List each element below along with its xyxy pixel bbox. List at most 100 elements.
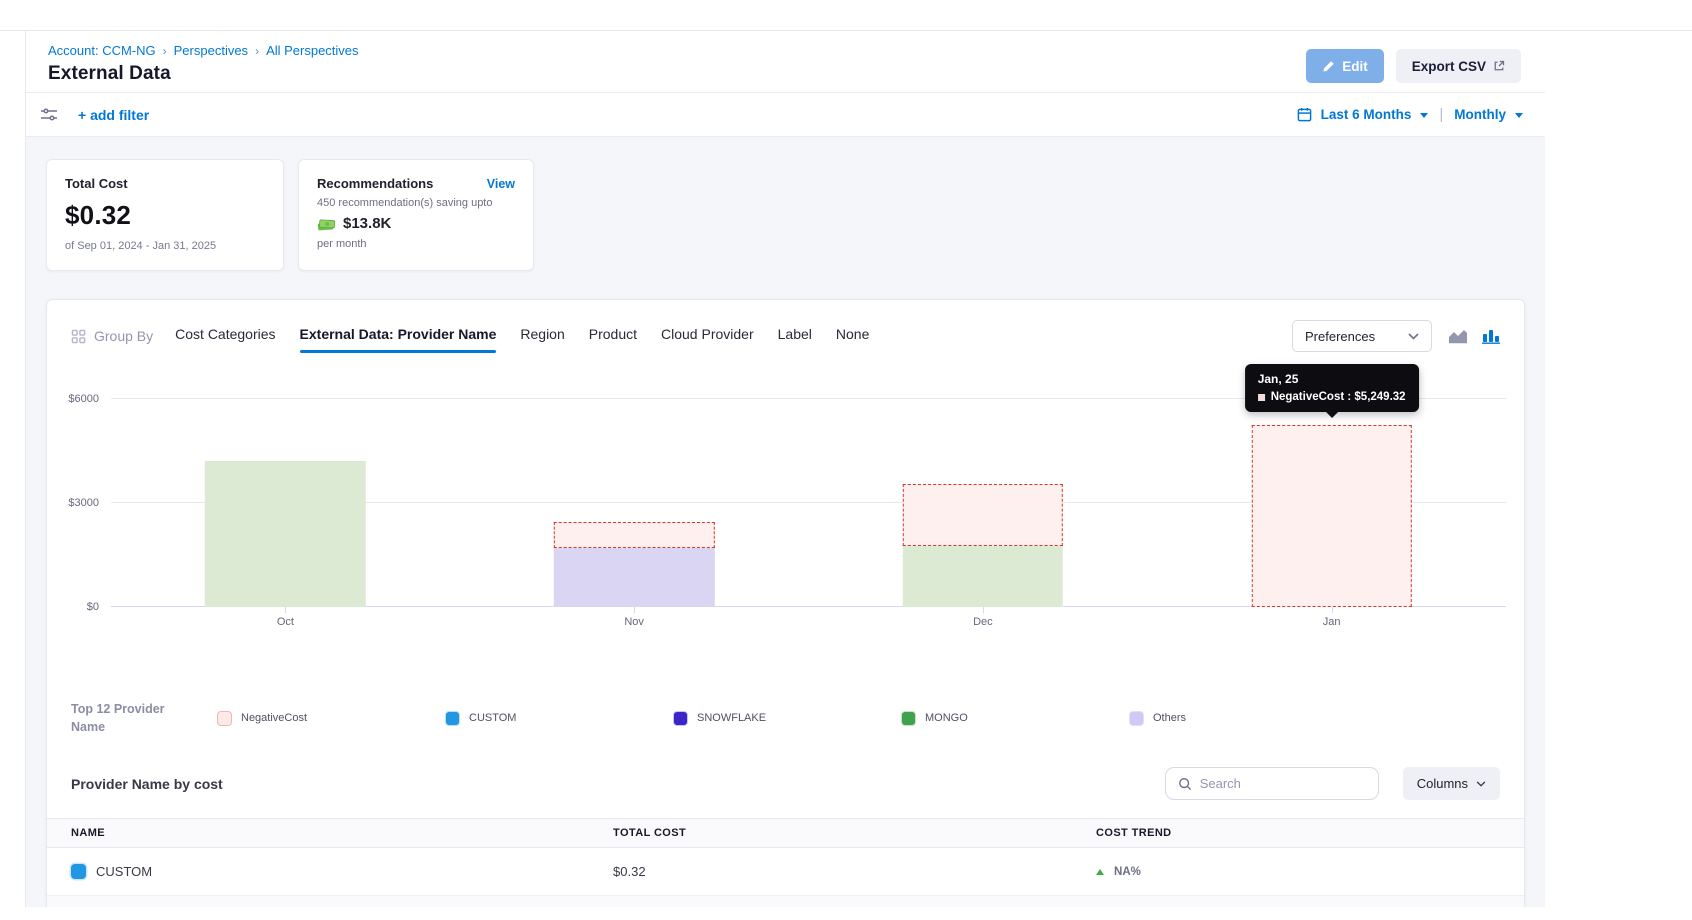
area-chart-icon[interactable] bbox=[1448, 328, 1468, 344]
legend-swatch-icon bbox=[673, 710, 688, 726]
legend-item-label: NegativeCost bbox=[241, 712, 308, 724]
edit-button[interactable]: Edit bbox=[1306, 49, 1384, 83]
calendar-icon bbox=[1297, 107, 1312, 122]
legend-swatch-icon bbox=[445, 710, 460, 726]
header-left: Account: CCM-NG › Perspectives › All Perspec… bbox=[48, 43, 359, 85]
tab-label[interactable]: Label bbox=[777, 326, 812, 342]
legend-item-label: Others bbox=[1153, 712, 1187, 724]
bar-chart-icon[interactable] bbox=[1482, 328, 1500, 344]
cell-cost-trend: NA% bbox=[1072, 866, 1524, 878]
perspective-page: Account: CCM-NG › Perspectives › All Perspec… bbox=[25, 31, 1545, 907]
bar-slot-nov bbox=[553, 380, 715, 607]
chevron-down-icon bbox=[1476, 780, 1486, 787]
legend-item-negativecost[interactable]: NegativeCost bbox=[217, 710, 445, 726]
legend-item-label: MONGO bbox=[925, 712, 968, 724]
x-tick-label-nov: Nov bbox=[624, 616, 644, 628]
filter-bar: + add filter Last 6 Months | Monthly bbox=[26, 92, 1545, 137]
legend-item-snowflake[interactable]: SNOWFLAKE bbox=[673, 710, 901, 726]
date-range-selector[interactable]: Last 6 Months bbox=[1320, 107, 1412, 122]
cell-name: CUSTOM bbox=[47, 864, 589, 879]
tab-cloud-provider[interactable]: Cloud Provider bbox=[661, 326, 754, 342]
breadcrumb-item[interactable]: Perspectives bbox=[173, 43, 249, 58]
bar-dec-negativecost[interactable] bbox=[902, 484, 1064, 547]
breadcrumb-separator: › bbox=[162, 43, 167, 58]
content-area: Total Cost $0.32 of Sep 01, 2024 - Jan 3… bbox=[26, 137, 1545, 907]
x-tick-label-oct: Oct bbox=[276, 616, 294, 628]
bar-jan-negativecost[interactable] bbox=[1251, 425, 1412, 607]
search-input[interactable] bbox=[1199, 776, 1366, 791]
granularity-caret-icon[interactable] bbox=[1515, 112, 1523, 118]
bar-nov-others[interactable] bbox=[553, 548, 715, 607]
granularity-selector[interactable]: Monthly bbox=[1454, 107, 1506, 122]
y-tick-label: $6000 bbox=[68, 393, 99, 406]
columns-button-label: Columns bbox=[1416, 776, 1468, 791]
export-csv-label: Export CSV bbox=[1411, 58, 1486, 74]
column-header-cost-trend[interactable]: COST TREND bbox=[1096, 827, 1172, 839]
page-header: Account: CCM-NG › Perspectives › All Perspec… bbox=[26, 31, 1545, 92]
cell-total-cost: $0.32 bbox=[613, 864, 646, 879]
provider-swatch-icon bbox=[71, 864, 86, 879]
tab-product[interactable]: Product bbox=[588, 326, 638, 342]
chart-x-axis: Oct Nov Dec Jan bbox=[111, 607, 1506, 635]
summary-cards: Total Cost $0.32 of Sep 01, 2024 - Jan 3… bbox=[46, 159, 1525, 271]
column-header-name[interactable]: NAME bbox=[71, 827, 105, 839]
tab-cost-categories[interactable]: Cost Categories bbox=[175, 326, 276, 342]
edit-button-label: Edit bbox=[1342, 58, 1368, 74]
legend-swatch-icon bbox=[901, 710, 916, 726]
total-cost-label: Total Cost bbox=[65, 176, 128, 191]
recommendations-savings-value: $13.8K bbox=[343, 215, 392, 232]
total-cost-value: $0.32 bbox=[65, 200, 132, 230]
recommendations-label: Recommendations bbox=[317, 176, 434, 191]
top-divider bbox=[0, 30, 1692, 31]
columns-button[interactable]: Columns bbox=[1402, 767, 1500, 800]
tooltip-value: NegativeCost : $5,249.32 bbox=[1270, 391, 1406, 404]
filter-divider: | bbox=[1439, 106, 1444, 123]
tab-none[interactable]: None bbox=[835, 326, 870, 342]
filter-panel-icon[interactable] bbox=[40, 107, 58, 123]
add-filter-link[interactable]: + add filter bbox=[78, 106, 150, 123]
external-link-icon bbox=[1493, 60, 1505, 72]
chevron-down-icon bbox=[1408, 332, 1419, 340]
legend-item-mongo[interactable]: MONGO bbox=[901, 710, 1129, 726]
gridline-3000 bbox=[111, 502, 1506, 504]
total-cost-card: Total Cost $0.32 of Sep 01, 2024 - Jan 3… bbox=[46, 159, 284, 271]
search-icon bbox=[1178, 777, 1192, 791]
breadcrumb-item[interactable]: Account: CCM-NG bbox=[48, 43, 156, 58]
column-header-total-cost[interactable]: TOTAL COST bbox=[613, 827, 687, 839]
tooltip-swatch bbox=[1257, 393, 1265, 401]
header-actions: Edit Export CSV bbox=[1306, 49, 1521, 83]
bar-nov-negativecost[interactable] bbox=[553, 522, 715, 549]
legend-swatch-icon bbox=[1129, 710, 1144, 726]
breadcrumb-item[interactable]: All Perspectives bbox=[266, 43, 359, 58]
cost-chart: Jan, 25 NegativeCost : $5,249.32 $0 $3000… bbox=[68, 364, 1506, 637]
legend-item-others[interactable]: Others bbox=[1129, 710, 1357, 726]
y-tick-label: $3000 bbox=[68, 497, 99, 510]
filter-bar-left: + add filter bbox=[40, 107, 149, 123]
legend-swatch-icon bbox=[217, 710, 232, 726]
chart-controls: Preferences bbox=[1292, 320, 1500, 352]
bar-slot-jan bbox=[1251, 380, 1412, 607]
legend-item-custom[interactable]: CUSTOM bbox=[445, 710, 673, 726]
gridline-6000 bbox=[111, 398, 1506, 400]
recommendations-view-link[interactable]: View bbox=[486, 177, 515, 191]
x-axis-line bbox=[111, 606, 1506, 607]
tab-external-data-provider-name[interactable]: External Data: Provider Name bbox=[299, 326, 496, 353]
preferences-dropdown[interactable]: Preferences bbox=[1292, 320, 1432, 352]
group-by-tabs: Cost Categories External Data: Provider N… bbox=[175, 326, 870, 353]
date-range-caret-icon[interactable] bbox=[1420, 112, 1429, 118]
tab-region[interactable]: Region bbox=[520, 326, 565, 342]
table-row-custom[interactable]: CUSTOM $0.32 NA% bbox=[47, 848, 1524, 896]
export-csv-button[interactable]: Export CSV bbox=[1395, 49, 1521, 83]
table-next-row-partial bbox=[47, 896, 1524, 907]
recommendations-subtitle: 450 recommendation(s) saving upto bbox=[317, 197, 493, 209]
legend-item-label: SNOWFLAKE bbox=[697, 712, 767, 724]
search-box[interactable] bbox=[1164, 767, 1379, 800]
bar-dec-mongo[interactable] bbox=[902, 546, 1064, 607]
provider-name: CUSTOM bbox=[96, 864, 153, 879]
bar-oct-mongo[interactable] bbox=[205, 461, 366, 607]
preferences-label: Preferences bbox=[1305, 328, 1376, 344]
trend-up-icon bbox=[1096, 868, 1105, 875]
chart-plot: Jan, 25 NegativeCost : $5,249.32 $0 $3000… bbox=[68, 364, 1506, 613]
group-by-label-wrap: Group By bbox=[71, 328, 153, 344]
group-by-row: Group By Cost Categories External Data: P… bbox=[47, 300, 1524, 354]
